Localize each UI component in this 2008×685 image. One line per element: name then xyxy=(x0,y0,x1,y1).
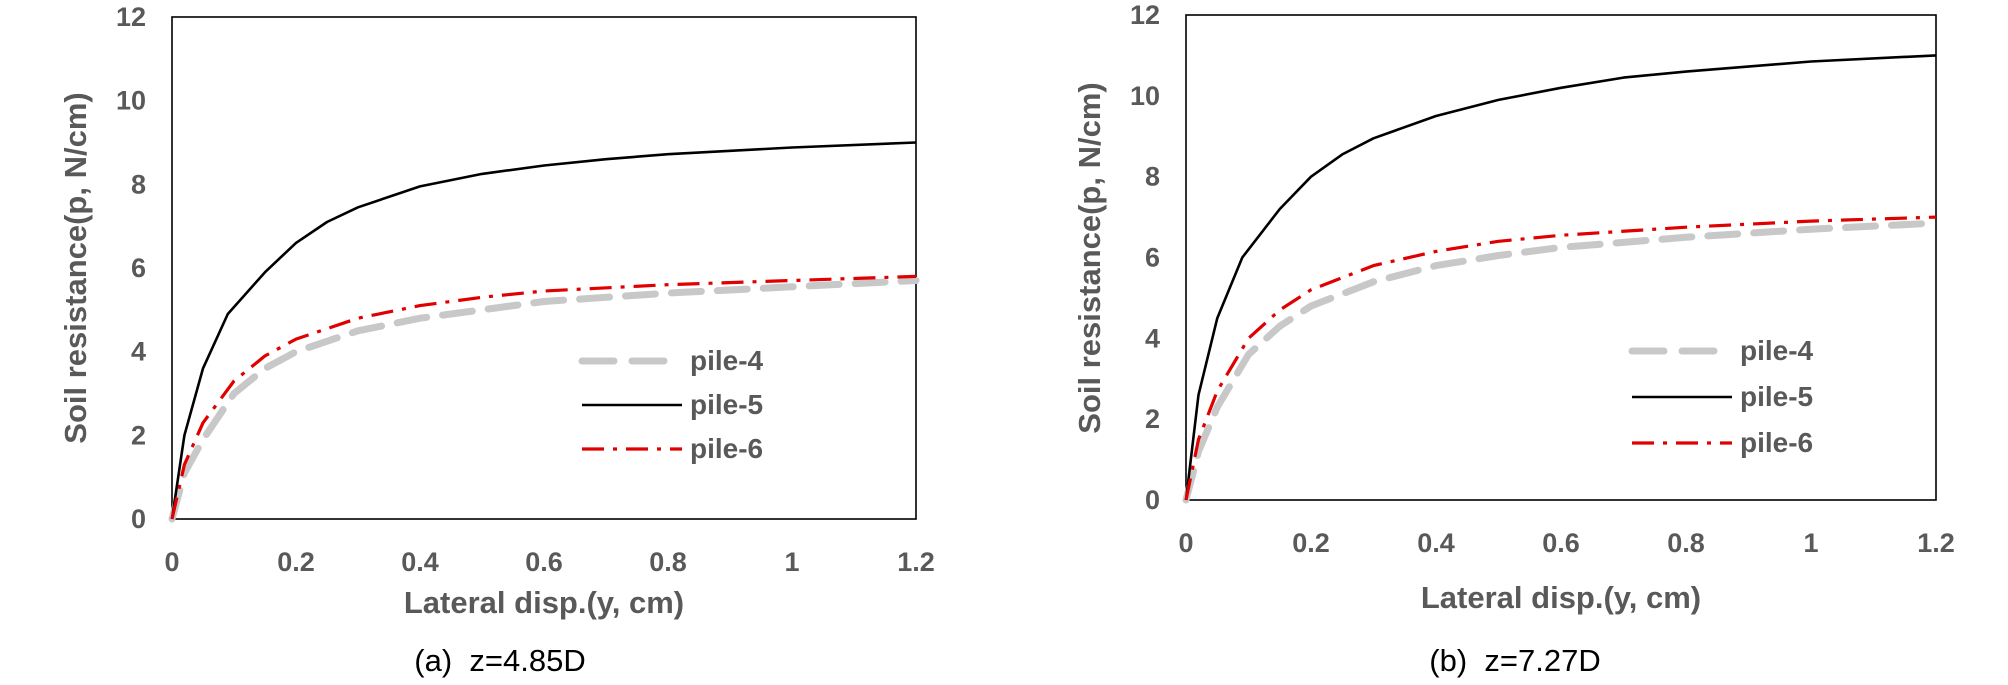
x-axis-title: Lateral disp.(y, cm) xyxy=(1421,580,1701,615)
x-tick-label: 0.4 xyxy=(401,547,439,577)
series-layer xyxy=(1182,54,1940,504)
x-tick-label: 0.8 xyxy=(649,547,687,577)
x-tick-label: 0.2 xyxy=(1292,528,1330,558)
y-axis-title: Soil resistance(p, N/cm) xyxy=(58,92,93,443)
chart-panel-b: 0 2 4 6 8 10 12 0 0.2 0.4 0.6 0.8 1 1.2 Lateral disp… xyxy=(1072,0,1955,678)
x-tick-label: 0 xyxy=(1178,528,1193,558)
y-tick-label: 4 xyxy=(131,337,146,367)
y-tick-labels: 0 2 4 6 8 10 12 xyxy=(116,2,146,534)
y-tick-label: 8 xyxy=(1145,162,1160,192)
series-line-pile-5 xyxy=(1184,54,1937,501)
y-tick-label: 6 xyxy=(131,253,146,283)
series-line-pile-6 xyxy=(1184,215,1937,501)
y-tick-labels: 0 2 4 6 8 10 12 xyxy=(1130,0,1160,515)
series-line-pile-5 xyxy=(170,141,917,520)
x-tick-label: 0.6 xyxy=(525,547,563,577)
plot-area xyxy=(171,16,917,520)
x-axis-title: Lateral disp.(y, cm) xyxy=(404,585,684,620)
panel-caption: (b) z=7.27D xyxy=(1429,643,1600,678)
legend-label-pile-6: pile-6 xyxy=(1740,427,1813,458)
x-tick-label: 0.6 xyxy=(1542,528,1580,558)
legend-label-pile-5: pile-5 xyxy=(690,389,763,420)
y-tick-label: 12 xyxy=(116,2,146,32)
x-tick-label: 0.8 xyxy=(1667,528,1705,558)
y-tick-label: 8 xyxy=(131,169,146,199)
series-line-pile-4 xyxy=(168,277,920,523)
x-tick-label: 0.4 xyxy=(1417,528,1455,558)
legend-label-pile-4: pile-4 xyxy=(1740,335,1814,366)
y-tick-label: 10 xyxy=(116,86,146,116)
x-tick-labels: 0 0.2 0.4 0.6 0.8 1 1.2 xyxy=(164,547,934,577)
x-tick-labels: 0 0.2 0.4 0.6 0.8 1 1.2 xyxy=(1178,528,1954,558)
x-tick-label: 1.2 xyxy=(1917,528,1955,558)
legend: pile-4 pile-5 pile-6 xyxy=(578,345,764,464)
legend-label-pile-5: pile-5 xyxy=(1740,381,1813,412)
legend-label-pile-6: pile-6 xyxy=(690,433,763,464)
y-tick-label: 0 xyxy=(131,504,146,534)
y-tick-label: 0 xyxy=(1145,485,1160,515)
x-tick-label: 1 xyxy=(784,547,799,577)
plot-area xyxy=(1185,14,1937,501)
y-axis-title: Soil resistance(p, N/cm) xyxy=(1072,82,1107,433)
x-tick-label: 0 xyxy=(164,547,179,577)
panel-caption: (a) z=4.85D xyxy=(414,643,585,678)
y-tick-label: 12 xyxy=(1130,0,1160,30)
series-layer xyxy=(168,141,920,523)
series-line-pile-4 xyxy=(1182,219,1940,504)
x-tick-label: 1.2 xyxy=(897,547,935,577)
series-line-pile-6 xyxy=(170,274,917,520)
y-tick-label: 10 xyxy=(1130,81,1160,111)
x-tick-label: 0.2 xyxy=(277,547,315,577)
chart-panel-a: 0 2 4 6 8 10 12 0 0.2 0.4 0.6 0.8 1 1.2 Lateral disp… xyxy=(58,2,935,678)
y-tick-label: 2 xyxy=(1145,404,1160,434)
legend-label-pile-4: pile-4 xyxy=(690,345,764,376)
legend: pile-4 pile-5 pile-6 xyxy=(1628,335,1814,458)
y-tick-label: 2 xyxy=(131,420,146,450)
y-tick-label: 6 xyxy=(1145,243,1160,273)
y-tick-label: 4 xyxy=(1145,323,1160,353)
x-tick-label: 1 xyxy=(1803,528,1818,558)
